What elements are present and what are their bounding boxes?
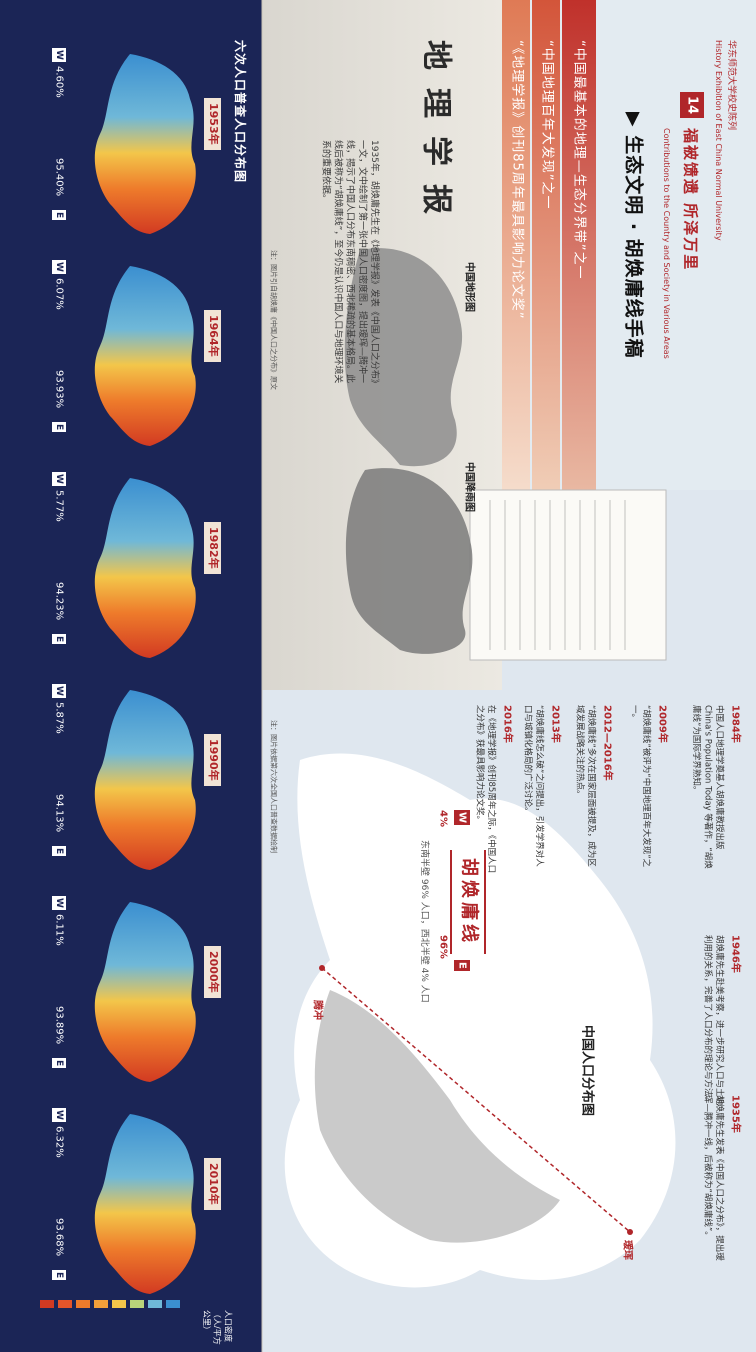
timeline-year: 2016年 xyxy=(501,705,513,743)
journal-text: 1935年，胡焕庸先生在《地理学报》发表《中国人口之分布》一文，文中绘制了第一张… xyxy=(320,140,379,388)
census-map xyxy=(94,690,196,870)
honor-bar xyxy=(532,0,560,490)
map-title: 中国地形图 xyxy=(463,262,475,312)
west-label: W xyxy=(52,1108,67,1122)
legend-swatch xyxy=(166,1300,180,1308)
east-share: 93.68% xyxy=(53,1218,65,1257)
census-map xyxy=(94,266,196,446)
timeline-year: 1984年 xyxy=(729,705,741,743)
census-year: 1964年 xyxy=(204,310,221,362)
timeline-text: 在《地理学报》创刊85周年之际，《中国人口之分布》获最具影响力论文奖。 xyxy=(474,705,496,874)
timeline-text: 中国人口地理学奠基人胡焕庸教授出版 China's Population Tod… xyxy=(691,705,724,869)
timeline-text: “胡焕庸线怎么破”之问提出，引发学界对人口与城镇化格局的广泛讨论。 xyxy=(522,705,544,867)
map-note: 东南半壁 96% 人口，西北半壁 4% 人口 xyxy=(419,840,430,1003)
hu-line xyxy=(321,967,631,1233)
place-label: 瑷珲 xyxy=(621,1240,633,1260)
census-year: 1982年 xyxy=(204,522,221,574)
census-map xyxy=(94,478,196,658)
timeline-year: 1946年 xyxy=(729,935,741,973)
legend-swatch xyxy=(76,1300,90,1308)
census-year: 2000年 xyxy=(204,946,221,998)
rainfall-map xyxy=(345,468,473,654)
west-share: 4% xyxy=(437,810,449,827)
east-label: E xyxy=(52,846,67,857)
timeline-text: 胡焕庸先生发表《中国人口之分布》，提出瑷珲—腾冲一线，后被称为“胡焕庸线”。 xyxy=(702,1095,724,1261)
line-end xyxy=(627,1229,633,1235)
section-title: 福被馈遗 所泽万里 xyxy=(681,128,700,272)
west-share: 5.77% xyxy=(53,490,65,522)
west-share: 6.32% xyxy=(53,1126,65,1158)
west-label: W xyxy=(454,810,470,826)
census-map xyxy=(94,1114,196,1294)
east-share: 93.89% xyxy=(53,1006,65,1045)
east-share: 95.40% xyxy=(53,158,65,197)
caption: 注：图片引自胡焕庸《中国人口之分布》原文 xyxy=(269,250,278,390)
west-label: W xyxy=(52,684,67,698)
journal-title: 地理学报 xyxy=(418,40,454,232)
census-year: 1953年 xyxy=(204,98,221,150)
legend-swatch xyxy=(40,1300,54,1308)
timeline-text: “胡焕庸线”多次在国家层面被提及，成为区域发展战略关注的热点。 xyxy=(574,705,596,867)
timeline-year: 1935年 xyxy=(729,1095,741,1133)
caption: 注：图片依据第六次全国人口普查数据绘制 xyxy=(269,720,278,853)
honor: “《地理学报》创刊85周年最具影响力论文奖” xyxy=(509,40,525,320)
timeline-text: 胡焕庸先生赴美考察，进一步研究人口与土地利用的关系，完善了人口分布的理论与方法。 xyxy=(702,935,724,1106)
east-label: E xyxy=(52,1270,67,1281)
map-title: 中国人口分布图 xyxy=(579,1025,595,1117)
west-label: W xyxy=(52,896,67,910)
timeline-text: “胡焕庸线”被评为“中国地理百年大发现”之一。 xyxy=(629,705,651,868)
honor: “中国地理百年大发现”之一 xyxy=(539,40,555,210)
section-title-en: Contributions to the Country and Society… xyxy=(661,128,671,359)
west-label: W xyxy=(52,260,67,274)
west-label: W xyxy=(52,472,67,486)
legend-swatch xyxy=(130,1300,144,1308)
place-label: 腾冲 xyxy=(311,1000,323,1020)
census-map xyxy=(94,54,196,234)
east-share: 94.13% xyxy=(53,794,65,833)
legend-swatch xyxy=(58,1300,72,1308)
timeline-year: 2009年 xyxy=(656,705,668,743)
east-label: E xyxy=(52,1058,67,1069)
topic: ▶ 生态文明 · 胡焕庸线手稿 xyxy=(622,112,645,359)
honor-bar xyxy=(502,0,530,490)
timeline-year: 2013年 xyxy=(549,705,561,743)
census-maps xyxy=(40,54,196,1308)
honor: “中国最基本的地理—生态分界带”之一 xyxy=(571,40,587,280)
terrain-map xyxy=(344,248,463,467)
map-title: 中国降雨图 xyxy=(463,462,475,512)
east-share: 94.23% xyxy=(53,582,65,621)
honor-bar xyxy=(562,0,596,490)
legend-swatch xyxy=(112,1300,126,1308)
section-number: 14 xyxy=(680,92,704,119)
dense-area xyxy=(314,990,560,1243)
document-inset xyxy=(469,489,667,661)
census-year: 1990年 xyxy=(204,734,221,786)
west-share: 4.60% xyxy=(53,66,65,98)
east-label: E xyxy=(454,960,470,971)
east-label: E xyxy=(52,210,67,221)
census-map xyxy=(94,902,196,1082)
west-share: 6.11% xyxy=(53,914,65,946)
legend-swatch xyxy=(148,1300,162,1308)
institution-en: History Exhibition of East China Normal … xyxy=(713,40,723,241)
line-end xyxy=(319,965,325,971)
legend-swatch xyxy=(94,1300,108,1308)
census-year: 2010年 xyxy=(204,1158,221,1210)
east-share: 96% xyxy=(437,935,449,959)
china-map xyxy=(284,753,676,1288)
legend-title: 人口密度（人/平方公里） xyxy=(201,1310,233,1345)
census-title: 六次人口普查人口分布图 xyxy=(233,40,248,184)
west-label: W xyxy=(52,48,67,62)
east-label: E xyxy=(52,422,67,433)
inset-lines xyxy=(489,500,626,650)
timeline-year: 2012—2016年 xyxy=(601,705,613,781)
institution: 华东师范大学校史陈列 xyxy=(726,40,737,131)
east-label: E xyxy=(52,634,67,645)
line-name: 胡焕庸线 xyxy=(450,850,487,954)
west-share: 5.87% xyxy=(53,702,65,734)
west-share: 6.07% xyxy=(53,278,65,310)
east-share: 93.93% xyxy=(53,370,65,409)
